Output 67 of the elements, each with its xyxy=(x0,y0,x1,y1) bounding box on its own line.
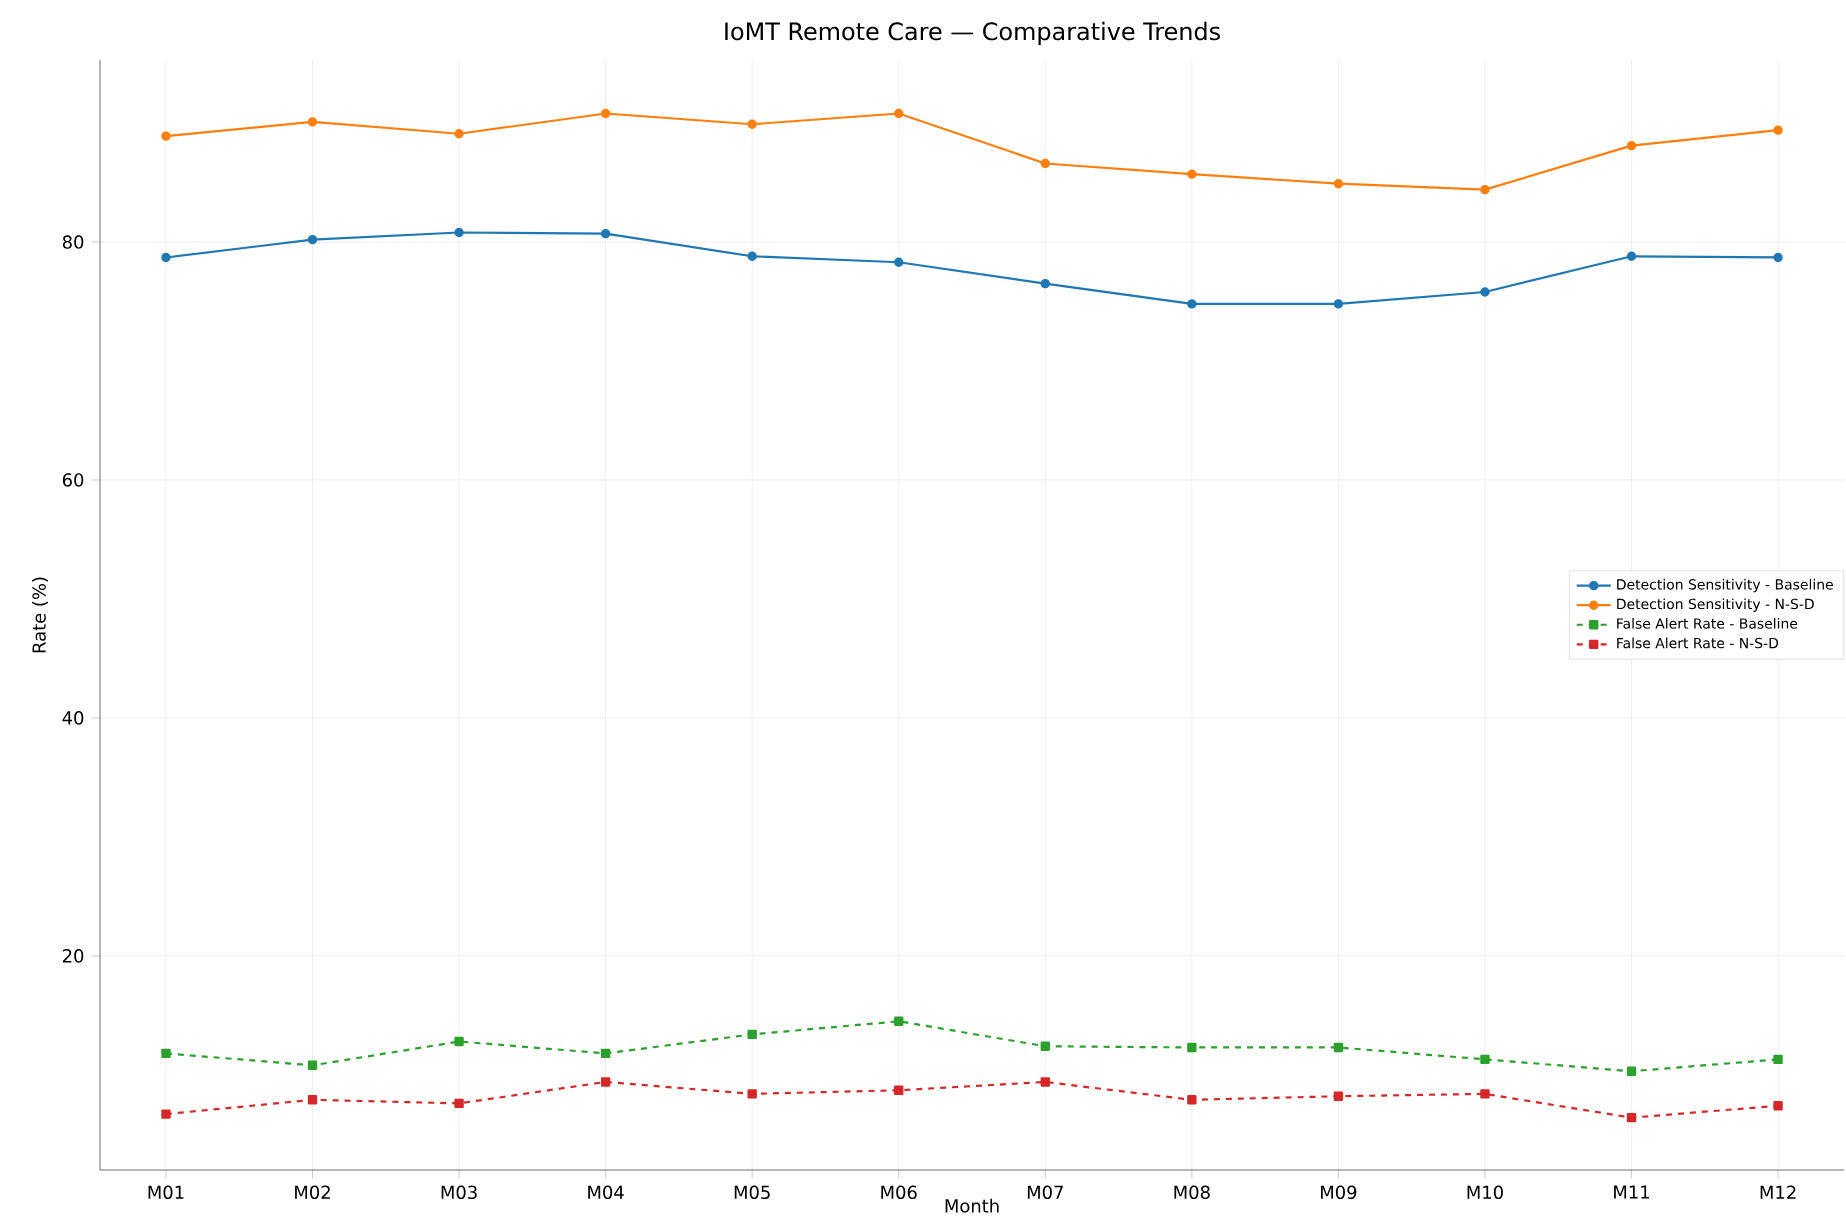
point xyxy=(1333,299,1344,309)
point xyxy=(1040,1041,1050,1051)
point xyxy=(1773,1054,1783,1065)
point xyxy=(161,1048,171,1059)
point xyxy=(1626,1112,1637,1123)
point xyxy=(1480,1089,1490,1099)
point xyxy=(600,1048,611,1059)
point xyxy=(1040,1077,1050,1087)
point xyxy=(1773,1101,1783,1111)
x-tick-label: M02 xyxy=(295,1185,330,1200)
point xyxy=(307,1095,318,1105)
point xyxy=(894,1085,904,1095)
point xyxy=(600,228,611,239)
point xyxy=(1333,1042,1344,1053)
point xyxy=(1040,278,1050,289)
point xyxy=(1773,252,1783,263)
point xyxy=(1626,140,1637,151)
point xyxy=(307,234,318,245)
point xyxy=(747,251,757,261)
x-tick-label: M09 xyxy=(1321,1185,1357,1200)
point xyxy=(1626,1066,1637,1076)
x-tick-label: M05 xyxy=(734,1185,770,1200)
x-tick-label: M10 xyxy=(1467,1185,1503,1200)
point xyxy=(454,129,464,139)
y-tick-label: 60 xyxy=(62,473,84,487)
point xyxy=(894,257,904,267)
point xyxy=(1040,158,1050,169)
point xyxy=(161,131,171,141)
y-axis-title: Rate (%) xyxy=(31,577,48,653)
point xyxy=(1187,299,1197,309)
point xyxy=(1187,1095,1197,1105)
point xyxy=(1480,1054,1490,1065)
point xyxy=(747,1089,757,1099)
point xyxy=(1333,179,1344,189)
y-tick-label: 20 xyxy=(62,949,84,963)
x-tick-label: M06 xyxy=(881,1185,917,1200)
point xyxy=(307,117,318,127)
point xyxy=(307,1060,318,1070)
point xyxy=(1333,1091,1344,1101)
x-tick-label: M03 xyxy=(441,1185,477,1200)
point xyxy=(894,108,904,119)
point xyxy=(600,1077,611,1087)
x-tick-label: M07 xyxy=(1027,1185,1063,1200)
x-tick-label: M12 xyxy=(1760,1185,1796,1199)
chart-title: IoMT Remote Care — Comparative Trends xyxy=(725,21,1220,45)
point xyxy=(1773,125,1783,135)
point xyxy=(454,227,464,238)
point xyxy=(747,1029,757,1040)
point xyxy=(1480,287,1490,297)
point xyxy=(161,1109,171,1119)
point xyxy=(747,119,757,129)
point xyxy=(1187,169,1197,179)
point xyxy=(1626,251,1637,261)
x-tick-label: M11 xyxy=(1614,1185,1649,1199)
point xyxy=(161,252,171,263)
x-axis-title: Month xyxy=(945,1198,999,1213)
x-tick-label: M01 xyxy=(148,1185,184,1200)
x-tick-label: M08 xyxy=(1174,1185,1210,1200)
point xyxy=(1480,184,1490,195)
point xyxy=(454,1098,464,1109)
point xyxy=(1187,1042,1197,1053)
y-tick-label: 80 xyxy=(62,235,84,249)
point xyxy=(894,1016,904,1026)
point xyxy=(454,1036,464,1047)
x-tick-label: M04 xyxy=(588,1185,624,1200)
point xyxy=(600,108,611,119)
y-tick-label: 40 xyxy=(62,711,84,725)
